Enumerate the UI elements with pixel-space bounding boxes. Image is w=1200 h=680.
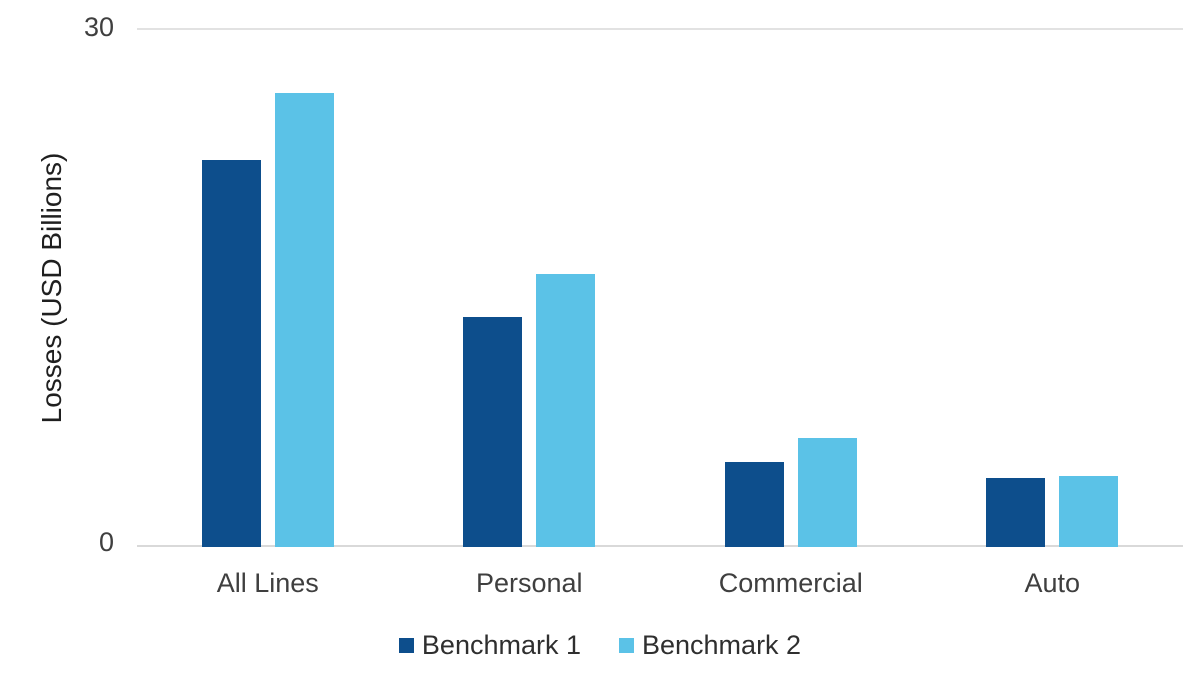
y-axis-title: Losses (USD Billions) (36, 152, 67, 424)
legend-swatch-benchmark-1 (398, 637, 414, 653)
gridline-30 (137, 28, 1183, 30)
legend-item-benchmark-2: Benchmark 2 (619, 630, 801, 661)
bar-benchmark-2-auto (1059, 476, 1119, 547)
y-tick-label-30: 30 (83, 12, 114, 42)
category-label-personal: Personal (475, 568, 583, 598)
legend: Benchmark 1 Benchmark 2 (0, 628, 1200, 662)
legend-item-benchmark-1: Benchmark 1 (398, 629, 581, 661)
bar-benchmark-1-commercial (724, 462, 784, 547)
bar-benchmark-2-commercial (797, 438, 857, 547)
legend-label-benchmark-1: Benchmark 1 (421, 629, 581, 660)
category-label-all-lines: All Lines (216, 568, 319, 598)
legend-swatch-benchmark-2 (619, 637, 634, 653)
category-label-auto: Auto (1024, 568, 1081, 598)
x-axis-baseline (137, 545, 1183, 547)
bar-benchmark-1-auto (986, 477, 1046, 547)
legend-label-benchmark-2: Benchmark 2 (642, 629, 802, 660)
y-tick-label-0: 0 (98, 527, 114, 557)
bar-benchmark-1-personal (463, 317, 523, 547)
bar-benchmark-2-personal (536, 274, 596, 547)
bar-benchmark-1-all-lines (201, 160, 261, 547)
category-label-commercial: Commercial (718, 568, 863, 598)
bar-benchmark-2-all-lines (274, 92, 334, 547)
